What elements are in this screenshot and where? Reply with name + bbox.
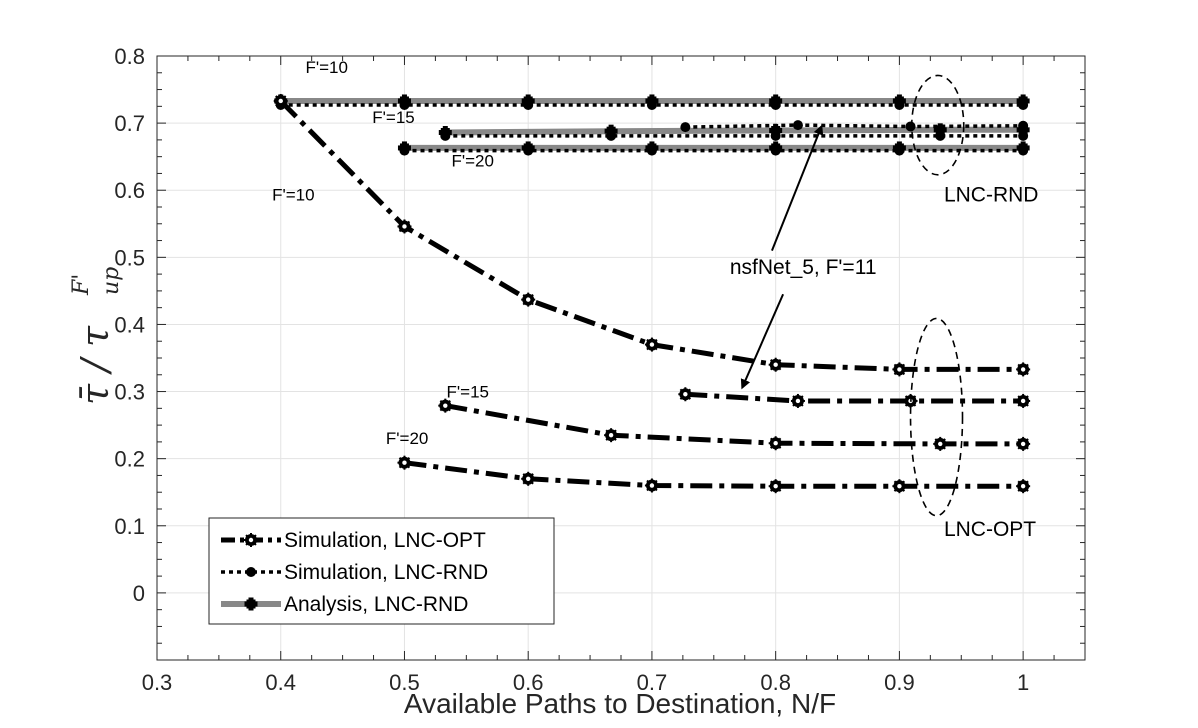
data-point (894, 145, 905, 156)
annotation-label: nsfNet_5, F'=11 (730, 256, 877, 279)
axis-labels: Available Paths to Destination, N/F τ̄ /… (69, 267, 836, 719)
series-line-opt (685, 391, 1024, 404)
series-line-rnd-sim (685, 123, 1024, 129)
data-point (770, 130, 781, 141)
y-tick-label: 0.1 (114, 514, 145, 539)
data-point (523, 99, 534, 110)
data-point (933, 123, 947, 137)
data-point (1016, 479, 1031, 494)
x-axis-label: Available Paths to Destination, N/F (404, 688, 836, 719)
annotation-arrow (740, 293, 785, 390)
y-axis-label: τ̄ / τ up F' (69, 267, 124, 405)
y-axis-label-superscript: F' (69, 274, 94, 296)
legend: Simulation, LNC-OPT Simulation, LNC-RND An… (208, 517, 555, 625)
y-tick-label: 0.3 (114, 380, 145, 405)
annotation-label: LNC-OPT (944, 518, 1036, 541)
data-point (521, 292, 536, 307)
y-axis-label-subscript: up (99, 267, 124, 295)
legend-label: Simulation, LNC-OPT (284, 529, 486, 552)
x-tick-label: 0.6 (513, 670, 544, 695)
data-point (438, 398, 453, 413)
x-tick-label: 0.7 (637, 670, 668, 695)
data-point (644, 337, 659, 352)
y-tick-label: 0.4 (114, 312, 145, 337)
legend-label: Simulation, LNC-RND (284, 561, 488, 584)
data-point (1018, 145, 1029, 156)
data-point (399, 99, 410, 110)
markers-layer (273, 93, 1031, 494)
ticks-layer: 0.3 0.4 0.5 0.6 0.7 0.8 0.9 1 0 0.1 0.2 0.3 0.4 0.5 0.… (114, 44, 1086, 695)
y-tick-label: 0 (133, 581, 145, 606)
y-tick-label: 0.5 (114, 245, 145, 270)
data-point (246, 567, 256, 577)
data-point (1016, 436, 1031, 451)
data-point (1016, 362, 1031, 377)
annotation-label: F'=10 (305, 58, 347, 77)
annotation-arrow (771, 124, 824, 251)
x-tick-label: 1 (1017, 670, 1029, 695)
annotation-label: F'=15 (372, 108, 414, 127)
data-point (894, 99, 905, 110)
x-tick-label: 0.4 (265, 670, 296, 695)
annotation-label: F'=15 (447, 383, 489, 402)
data-point (892, 479, 907, 494)
data-point (770, 145, 781, 156)
annotation-ellipse (910, 74, 965, 176)
y-tick-label: 0.2 (114, 447, 145, 472)
data-point (1018, 120, 1029, 131)
legend-label: Analysis, LNC-RND (284, 593, 468, 616)
data-point (440, 130, 451, 141)
data-point (769, 123, 783, 137)
data-point (905, 121, 916, 132)
data-point (1016, 393, 1031, 408)
x-tick-label: 0.5 (389, 670, 420, 695)
annotation-label: F'=20 (386, 429, 428, 448)
data-point (680, 122, 691, 133)
data-point (770, 99, 781, 110)
data-point (606, 130, 617, 141)
data-point (935, 130, 946, 141)
data-point (1018, 99, 1029, 110)
data-point (768, 357, 783, 372)
data-point (646, 145, 657, 156)
annotation-label: F'=10 (272, 185, 314, 204)
annotation-label: LNC-RND (944, 184, 1039, 207)
annotation-ellipse (909, 317, 964, 517)
data-point (273, 93, 288, 108)
data-point (644, 478, 659, 493)
data-point (646, 99, 657, 110)
data-point (397, 455, 412, 470)
data-point (397, 219, 412, 234)
data-point (521, 471, 536, 486)
data-point (244, 533, 258, 547)
y-tick-label: 0.7 (114, 111, 145, 136)
data-point (768, 479, 783, 494)
data-point (768, 436, 783, 451)
data-point (1018, 130, 1029, 141)
data-point (678, 387, 693, 402)
data-point (792, 120, 803, 131)
data-point (244, 597, 258, 611)
data-point (892, 362, 907, 377)
y-tick-label: 0.8 (114, 44, 145, 69)
series-line-opt (404, 460, 1024, 489)
annotation-layer: F'=10 F'=15 F'=20 F'=10 F'=15 F'=20 nsfNet_5, … (272, 58, 1038, 541)
data-point (790, 393, 805, 408)
data-point (933, 436, 948, 451)
y-axis-label-main: τ̄ / τ (73, 325, 117, 405)
annotation-label: F'=20 (451, 152, 493, 171)
data-point (399, 145, 410, 156)
x-tick-label: 0.3 (142, 670, 173, 695)
x-tick-label: 0.9 (884, 670, 915, 695)
data-point (523, 145, 534, 156)
y-tick-label: 0.6 (114, 178, 145, 203)
data-point (604, 428, 619, 443)
x-tick-label: 0.8 (760, 670, 791, 695)
